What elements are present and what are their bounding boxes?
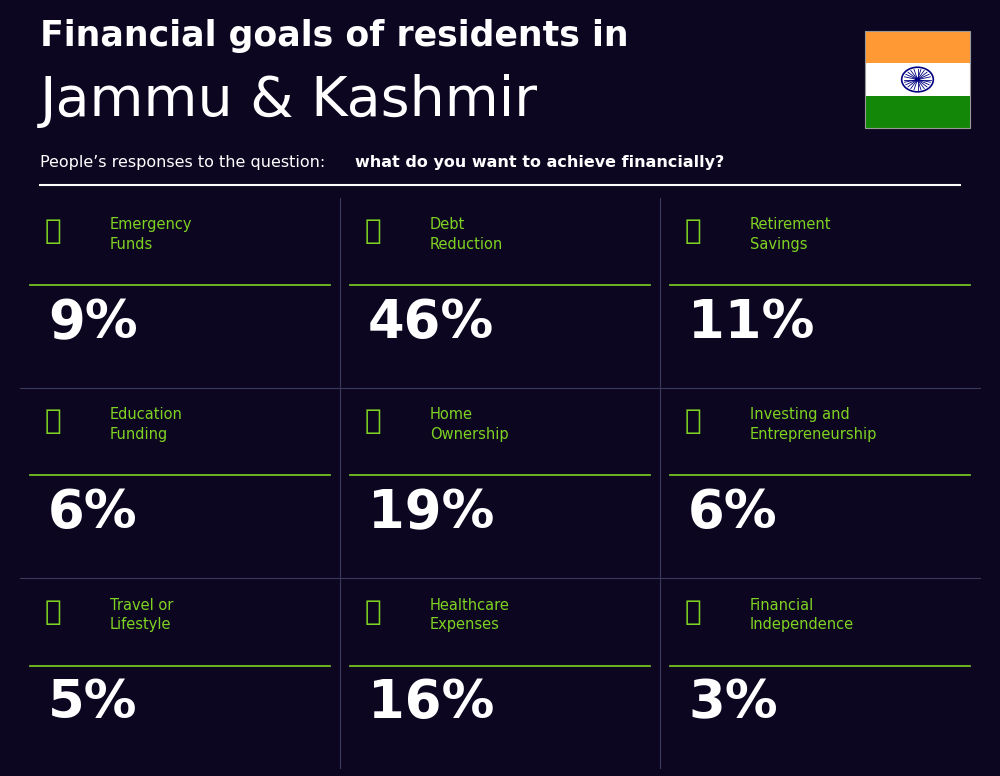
Text: 19%: 19% [368, 487, 494, 539]
Text: Travel or
Lifestyle: Travel or Lifestyle [110, 598, 173, 632]
Text: Emergency
Funds: Emergency Funds [110, 217, 192, 252]
Text: Education
Funding: Education Funding [110, 407, 183, 442]
Bar [865, 31, 970, 64]
Text: 3%: 3% [688, 677, 778, 729]
Text: People’s responses to the question:: People’s responses to the question: [40, 155, 330, 170]
Circle shape [916, 78, 919, 81]
Text: Retirement
Savings: Retirement Savings [750, 217, 832, 252]
Text: 5%: 5% [48, 677, 138, 729]
Bar [865, 64, 970, 95]
Text: 📚: 📚 [45, 407, 62, 435]
Text: Investing and
Entrepreneurship: Investing and Entrepreneurship [750, 407, 877, 442]
Text: Financial
Independence: Financial Independence [750, 598, 854, 632]
Text: 💚: 💚 [365, 598, 382, 625]
Text: 🏛: 🏛 [365, 217, 382, 245]
Text: 🔒: 🔒 [685, 217, 702, 245]
Text: 6%: 6% [48, 487, 138, 539]
Text: 🏆: 🏆 [685, 598, 702, 625]
Text: Debt
Reduction: Debt Reduction [430, 217, 503, 252]
Text: what do you want to achieve financially?: what do you want to achieve financially? [355, 155, 724, 170]
Text: 46%: 46% [368, 297, 494, 349]
Bar [865, 31, 970, 128]
Text: 🏠: 🏠 [365, 407, 382, 435]
Text: Healthcare
Expenses: Healthcare Expenses [430, 598, 510, 632]
Text: 🌴: 🌴 [45, 598, 62, 625]
Text: 💼: 💼 [685, 407, 702, 435]
Text: 16%: 16% [368, 677, 494, 729]
Text: Home
Ownership: Home Ownership [430, 407, 509, 442]
Text: 🐷: 🐷 [45, 217, 62, 245]
Text: Financial goals of residents in: Financial goals of residents in [40, 19, 629, 54]
Bar [865, 95, 970, 128]
Text: 11%: 11% [688, 297, 814, 349]
Text: Jammu & Kashmir: Jammu & Kashmir [40, 74, 538, 128]
Text: 6%: 6% [688, 487, 778, 539]
Text: 9%: 9% [48, 297, 138, 349]
